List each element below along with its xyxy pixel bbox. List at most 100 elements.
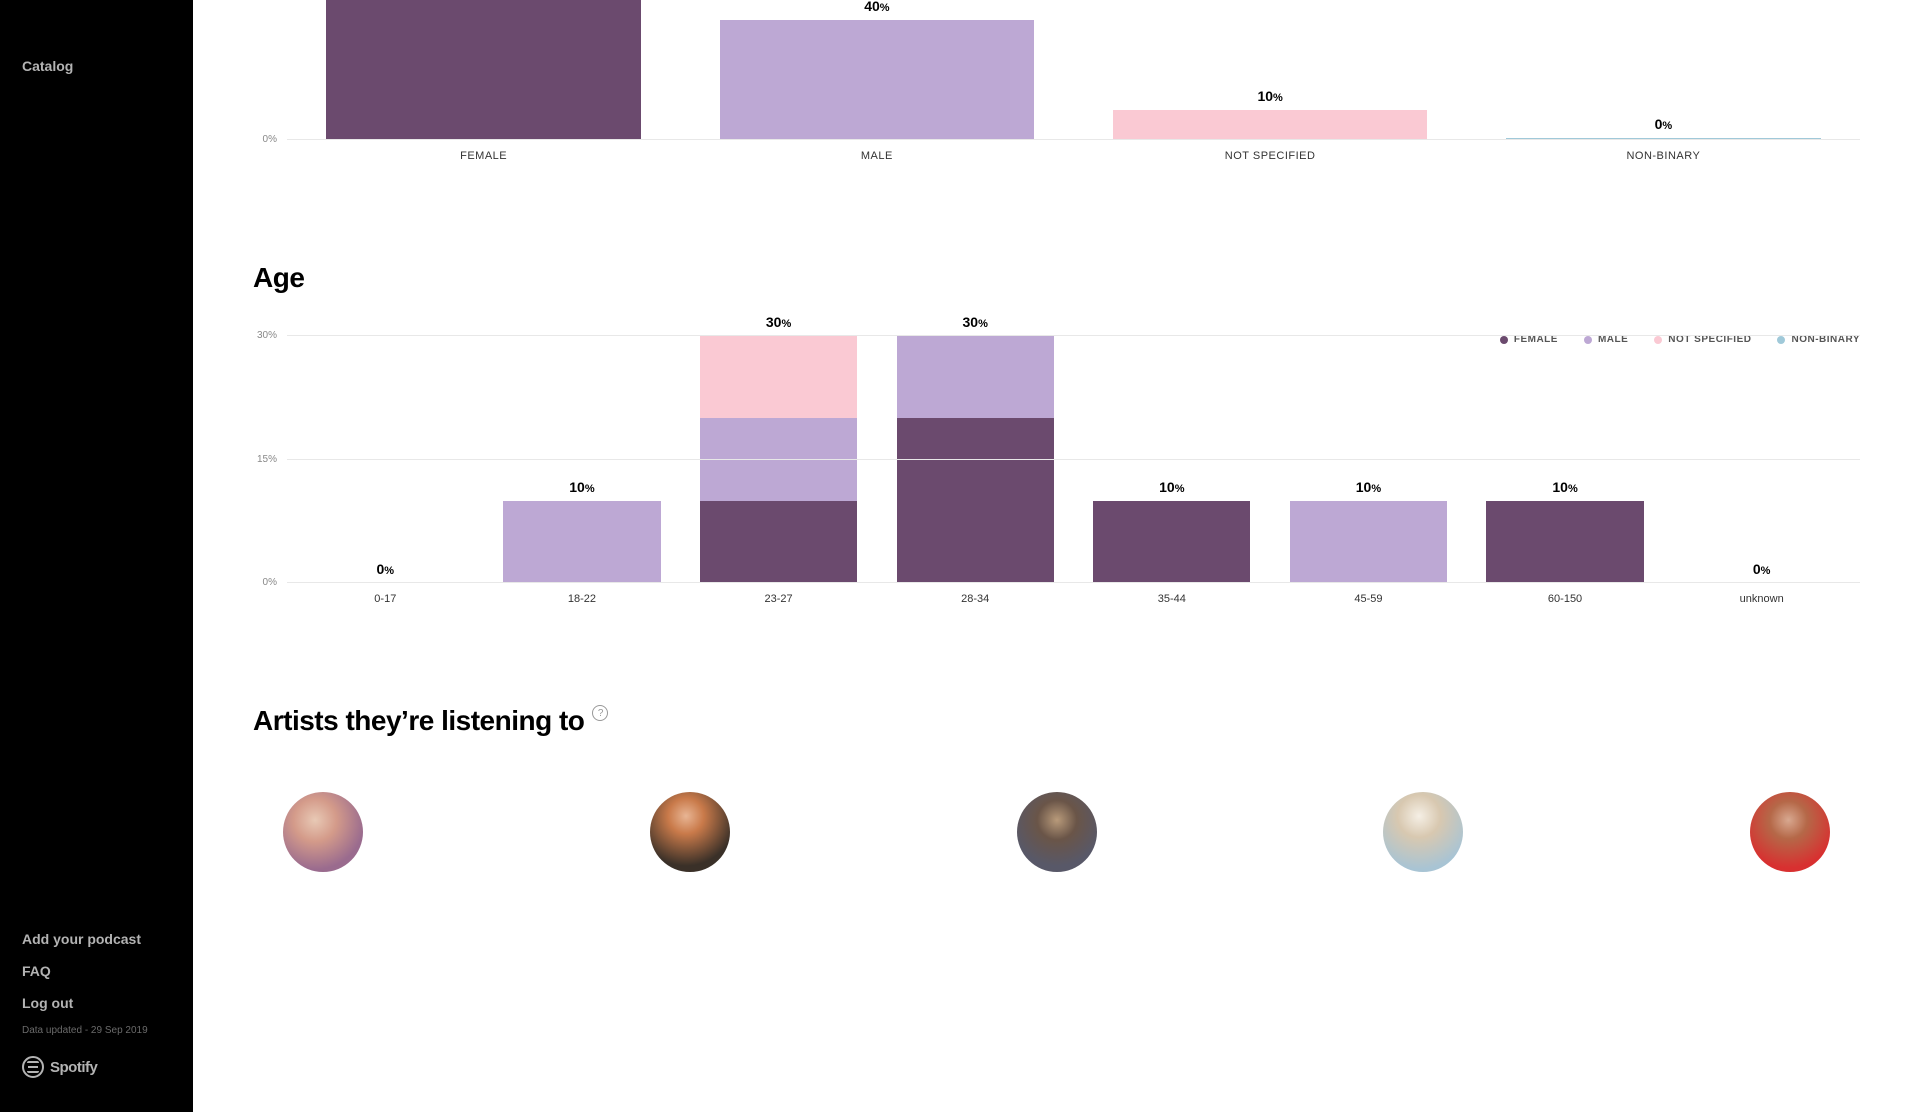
- bar-pct-sign: %: [1761, 565, 1771, 577]
- bar-segment: [700, 418, 857, 500]
- bar-pct-sign: %: [384, 565, 394, 577]
- bar-value: 0: [377, 561, 385, 577]
- artists-title-text: Artists they’re listening to: [253, 705, 584, 737]
- y-tick-label: 15%: [257, 454, 277, 465]
- artist-item[interactable]: [1383, 792, 1463, 872]
- bar-stack: 10%: [1093, 501, 1250, 583]
- sidebar-item-faq[interactable]: FAQ: [0, 955, 193, 987]
- artist-avatar: [1383, 792, 1463, 872]
- bar-value: 30: [962, 314, 978, 330]
- sidebar-bottom: Add your podcast FAQ Log out Data update…: [0, 923, 193, 1112]
- bar-segment: [1093, 501, 1250, 583]
- sidebar-item-catalog[interactable]: Catalog: [0, 48, 193, 84]
- main-content: 50%0% 50%40%10%0% FEMALEMALENOT SPECIFIE…: [193, 0, 1920, 1112]
- bar-group: 10%: [1074, 336, 1271, 583]
- age-chart-plot: 0%10%30%30%10%10%10%0%: [287, 336, 1860, 583]
- bar-value-label: 10%: [1257, 88, 1282, 104]
- x-axis-label: unknown: [1663, 583, 1860, 605]
- bar-group: 0%: [287, 336, 484, 583]
- bar-stack: 10%: [1113, 110, 1428, 140]
- bar-stack: 10%: [1486, 501, 1643, 583]
- bar-group: 10%: [1467, 336, 1664, 583]
- bar-value-label: 0%: [1753, 561, 1771, 577]
- bar-value-label: 30%: [962, 314, 987, 330]
- bar-value: 10: [1257, 88, 1273, 104]
- bar-group: 30%: [877, 336, 1074, 583]
- gender-x-axis: FEMALEMALENOT SPECIFIEDNON-BINARY: [287, 140, 1860, 162]
- artist-item[interactable]: [1017, 792, 1097, 872]
- gridline: [287, 459, 1860, 460]
- bar-value: 40: [864, 0, 880, 14]
- bar-value: 30: [766, 314, 782, 330]
- bar-pct-sign: %: [880, 2, 890, 14]
- bar-stack: 10%: [1290, 501, 1447, 583]
- bar-value-label: 0%: [377, 561, 395, 577]
- bar-group: 10%: [1270, 336, 1467, 583]
- age-x-axis: 0-1718-2223-2728-3435-4445-5960-150unkno…: [287, 583, 1860, 605]
- bar-background: [1683, 336, 1840, 583]
- bar-value-label: 0%: [1655, 116, 1673, 132]
- sidebar-item-add-podcast[interactable]: Add your podcast: [0, 923, 193, 955]
- bar-segment: [897, 336, 1054, 418]
- x-axis-label: 23-27: [680, 583, 877, 605]
- bar-segment: [326, 0, 641, 140]
- artists-section: Artists they’re listening to ?: [253, 705, 1860, 872]
- artist-item[interactable]: [650, 792, 730, 872]
- bar-pct-sign: %: [978, 318, 988, 330]
- bar-stack: 10%: [503, 501, 660, 583]
- bar-stack: 50%: [326, 0, 641, 140]
- age-chart-section: Age FEMALEMALENOT SPECIFIEDNON-BINARY 30…: [253, 262, 1860, 605]
- artist-avatar: [650, 792, 730, 872]
- bar-group: 10%: [484, 336, 681, 583]
- bar-stack: 40%: [720, 20, 1035, 140]
- bar-value-label: 30%: [766, 314, 791, 330]
- artists-row: [253, 792, 1860, 872]
- bar-pct-sign: %: [1371, 483, 1381, 495]
- artist-item[interactable]: [1750, 792, 1830, 872]
- bar-value-label: 40%: [864, 0, 889, 14]
- gridline: [287, 139, 1860, 140]
- spotify-icon: [22, 1056, 44, 1078]
- bar-value: 10: [1159, 479, 1175, 495]
- x-axis-label: NON-BINARY: [1467, 140, 1860, 162]
- sidebar-item-logout[interactable]: Log out: [0, 987, 193, 1019]
- gender-chart-plot: 50%40%10%0%: [287, 0, 1860, 140]
- artist-avatar: [1017, 792, 1097, 872]
- artist-avatar: [1750, 792, 1830, 872]
- bar-pct-sign: %: [1273, 92, 1283, 104]
- bar-value-label: 10%: [1356, 479, 1381, 495]
- bar-group: 0%: [1663, 336, 1860, 583]
- bar-segment: [897, 418, 1054, 583]
- x-axis-label: 45-59: [1270, 583, 1467, 605]
- artist-avatar: [283, 792, 363, 872]
- bar-group: 0%: [1467, 0, 1860, 140]
- bar-value-label: 10%: [1159, 479, 1184, 495]
- bar-pct-sign: %: [1175, 483, 1185, 495]
- bar-pct-sign: %: [585, 483, 595, 495]
- gender-chart-section: 50%0% 50%40%10%0% FEMALEMALENOT SPECIFIE…: [253, 0, 1860, 162]
- bar-stack: 30%: [700, 336, 857, 583]
- sidebar-top: Catalog: [0, 0, 193, 923]
- spotify-logo[interactable]: Spotify: [0, 1048, 193, 1092]
- bar-group: 50%: [287, 0, 680, 140]
- x-axis-label: 28-34: [877, 583, 1074, 605]
- artist-item[interactable]: [283, 792, 363, 872]
- y-tick-label: 0%: [263, 577, 277, 588]
- bar-pct-sign: %: [1662, 120, 1672, 132]
- x-axis-label: 0-17: [287, 583, 484, 605]
- sidebar: Catalog Add your podcast FAQ Log out Dat…: [0, 0, 193, 1112]
- bar-value: 10: [1552, 479, 1568, 495]
- bar-value-label: 10%: [569, 479, 594, 495]
- gender-y-axis: 50%0%: [253, 0, 287, 140]
- y-tick-label: 30%: [257, 330, 277, 341]
- gridline: [287, 335, 1860, 336]
- bar-segment: [700, 501, 857, 583]
- artists-section-title: Artists they’re listening to ?: [253, 705, 608, 737]
- bar-value: 0: [1655, 116, 1663, 132]
- data-updated-label: Data updated - 29 Sep 2019: [0, 1019, 193, 1048]
- help-icon[interactable]: ?: [592, 705, 608, 721]
- bar-value: 0: [1753, 561, 1761, 577]
- x-axis-label: 35-44: [1074, 583, 1271, 605]
- bar-group: 10%: [1074, 0, 1467, 140]
- bar-segment: [1486, 501, 1643, 583]
